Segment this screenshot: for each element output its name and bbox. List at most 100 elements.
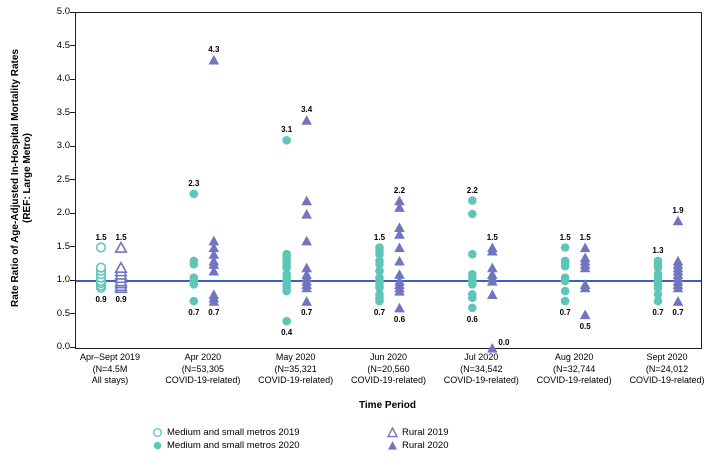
x-group-label: Apr–Sept 2019 (N=4.5M All stays) xyxy=(54,352,166,387)
data-point-triangle-filled xyxy=(301,235,312,246)
data-point-label: 2.2 xyxy=(393,185,406,195)
y-tick-mark xyxy=(70,78,75,80)
data-point-triangle-filled xyxy=(487,343,498,353)
data-point-circle-filled xyxy=(468,249,477,259)
data-point-triangle-filled xyxy=(394,302,405,313)
data-point-triangle-filled xyxy=(672,215,684,226)
data-point-label: 0.7 xyxy=(208,308,220,318)
data-point-triangle-filled xyxy=(394,195,405,206)
data-point-label: 0.5 xyxy=(579,321,591,331)
y-tick-label: 0.0 xyxy=(56,341,70,352)
data-point-triangle-filled xyxy=(579,279,591,289)
data-point-triangle-filled xyxy=(394,229,405,239)
data-point-triangle-filled xyxy=(394,222,405,232)
x-group-label-line: (N=35,321 xyxy=(274,363,317,374)
y-tick-mark xyxy=(70,45,75,47)
data-point-circle-filled xyxy=(653,256,663,266)
data-point-triangle-filled xyxy=(208,265,220,276)
data-point-triangle-filled xyxy=(301,115,312,125)
x-group-label-line: Aug 2020 xyxy=(554,352,594,362)
data-point-triangle-filled xyxy=(672,255,684,266)
data-point-circle-filled xyxy=(189,256,199,266)
x-group-label: Jun 2020 (N=20,560 COVID-19-related) xyxy=(332,352,444,387)
data-point-label: 0.7 xyxy=(559,308,571,318)
data-point-triangle-filled xyxy=(208,289,220,299)
x-group-label-line: Apr 2020 xyxy=(184,352,222,362)
y-tick-label: 3.0 xyxy=(56,140,70,151)
y-tick-label: 3.5 xyxy=(56,106,70,118)
legend: Medium and small metros 2019 Medium and s… xyxy=(152,426,448,452)
data-point-circle-filled xyxy=(560,256,570,266)
y-tick-label: 4.0 xyxy=(56,73,70,84)
x-group-label: Aug 2020 (N=32,744 COVID-19-related) xyxy=(518,352,630,387)
data-point-circle-open xyxy=(95,262,107,273)
data-point-label: 1.5 xyxy=(95,232,107,242)
y-tick-mark xyxy=(70,112,75,114)
y-tick-label: 2.5 xyxy=(56,173,70,185)
data-point-triangle-filled xyxy=(672,296,684,306)
data-point-triangle-filled xyxy=(301,262,312,273)
data-point-triangle-filled xyxy=(301,269,312,279)
y-axis-title: Rate Ratio of Age-Adjusted In-Hospital M… xyxy=(10,0,34,358)
x-group-label-line: COVID-19-related) xyxy=(629,375,705,385)
data-point-triangle-filled xyxy=(394,269,405,279)
data-point-circle-filled xyxy=(282,249,291,259)
x-group-label-line: All stays) xyxy=(91,375,129,385)
data-point-label: 2.3 xyxy=(188,178,200,188)
x-group-label-line: Apr–Sept 2019 xyxy=(79,352,141,362)
data-point-circle-filled xyxy=(653,296,663,306)
legend-circle-filled-icon xyxy=(153,441,162,450)
data-point-circle-filled xyxy=(189,189,199,199)
data-point-circle-filled xyxy=(375,256,384,266)
data-point-label: 1.5 xyxy=(486,232,498,242)
data-point-triangle-filled xyxy=(487,262,498,273)
data-point-circle-filled xyxy=(468,209,477,219)
data-point-label: 0.7 xyxy=(652,308,664,318)
y-tick-mark xyxy=(70,279,75,281)
data-point-triangle-filled xyxy=(394,276,405,286)
data-point-circle-filled xyxy=(282,316,291,326)
data-point-triangle-filled xyxy=(487,242,498,253)
x-group-label-line: COVID-19-related) xyxy=(443,375,519,385)
data-point-circle-filled xyxy=(468,270,477,279)
y-tick-mark xyxy=(70,11,75,13)
plot-area: 1.5 0.9 1.5 0.9 2.3 0.7 4.3 0.7 3.1 0.4 3.4 0.7 1.5 0… xyxy=(75,12,702,353)
y-tick-label: 1.5 xyxy=(56,240,70,252)
data-point-label: 0.0 xyxy=(498,338,510,347)
y-tick-mark xyxy=(70,212,75,214)
y-tick-label: 0.5 xyxy=(56,307,70,319)
data-point-circle-filled xyxy=(282,270,291,279)
data-point-label: 4.3 xyxy=(208,44,220,54)
data-point-triangle-open xyxy=(114,240,128,253)
x-group-label-line: (N=34,542 xyxy=(460,363,503,374)
data-point-label: 1.9 xyxy=(672,205,684,215)
data-point-circle-filled xyxy=(375,243,384,252)
x-group-label: Jul 2020 (N=34,542 COVID-19-related) xyxy=(425,352,537,387)
y-tick-mark xyxy=(70,246,75,248)
data-point-label: 1.5 xyxy=(579,232,591,242)
x-group-label: Apr 2020 (N=53,305 COVID-19-related) xyxy=(147,352,259,387)
data-point-label: 1.5 xyxy=(559,232,571,242)
y-tick-mark xyxy=(70,346,75,348)
y-tick-label: 5.0 xyxy=(56,6,70,17)
data-point-label: 0.4 xyxy=(281,328,293,338)
data-point-triangle-filled xyxy=(579,252,591,263)
data-point-label: 1.5 xyxy=(115,232,127,242)
legend-label: Medium and small metros 2019 xyxy=(167,427,300,438)
data-point-circle-filled xyxy=(375,290,384,299)
y-tick-label: 1.0 xyxy=(56,274,70,285)
x-group-label: May 2020 (N=35,321 COVID-19-related) xyxy=(240,352,352,387)
data-point-label: 0.7 xyxy=(301,308,313,318)
data-point-triangle-filled xyxy=(208,54,220,65)
y-axis-title-line1: Rate Ratio of Age-Adjusted In-Hospital M… xyxy=(10,49,21,307)
x-group-label-line: (N=24,012 xyxy=(645,363,689,374)
data-point-circle-filled xyxy=(468,196,477,205)
data-point-triangle-open xyxy=(114,260,128,274)
x-group-label-line: COVID-19-related) xyxy=(536,375,612,385)
data-point-label: 0.7 xyxy=(188,308,200,318)
data-point-circle-filled xyxy=(282,136,291,145)
y-tick-mark xyxy=(70,179,75,181)
x-group-label-line: (N=32,744 xyxy=(553,363,596,374)
data-point-circle-filled xyxy=(375,266,384,276)
